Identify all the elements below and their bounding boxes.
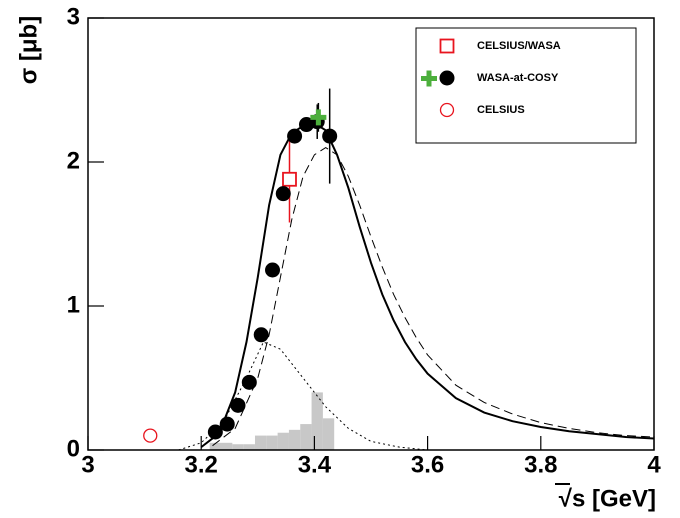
y-axis-label: σ [μb] <box>15 16 42 84</box>
histogram-bar <box>322 418 335 450</box>
legend-label: CELSIUS <box>477 104 525 116</box>
data-point <box>207 424 223 440</box>
histogram-bar <box>311 392 323 450</box>
data-point <box>282 171 297 187</box>
histogram-bar <box>266 435 278 450</box>
histogram-bar <box>209 442 222 450</box>
data-point <box>230 397 246 413</box>
x-axis-label: √s [GeV] <box>559 485 656 512</box>
legend-extra-cross <box>421 70 437 87</box>
legend-marker <box>439 70 455 86</box>
plot-frame <box>87 17 655 451</box>
histogram-bar <box>243 444 255 450</box>
histogram-bar <box>288 429 301 450</box>
data-point <box>253 327 269 343</box>
x-tick-label: 3.2 <box>185 451 218 478</box>
model-curve <box>200 122 655 448</box>
x-tick-label: 3.4 <box>298 451 332 478</box>
model-curve <box>212 147 655 447</box>
x-tick-label: 4 <box>647 451 661 478</box>
x-tick-label: 3.6 <box>411 451 444 478</box>
legend-marker <box>439 38 455 54</box>
x-tick-label: 3 <box>81 451 94 478</box>
legend-label: WASA-at-COSY <box>477 72 559 84</box>
data-point <box>219 416 235 432</box>
data-point <box>265 262 281 278</box>
data-point <box>275 186 291 202</box>
data-point <box>322 128 338 144</box>
model-curve <box>178 341 428 451</box>
y-tick-label: 1 <box>67 291 80 318</box>
data-point <box>287 128 303 144</box>
legend-label: CELSIUS/WASA <box>477 40 561 52</box>
histogram-bar <box>221 442 233 450</box>
legend-marker <box>439 102 455 118</box>
histogram-bar <box>254 435 267 450</box>
data-point <box>241 374 257 390</box>
x-tick-label: 3.8 <box>524 451 557 478</box>
legend-entry: CELSIUS/WASA <box>439 38 561 54</box>
histogram-bar <box>277 432 289 450</box>
data-point <box>143 428 158 443</box>
legend-entry: CELSIUS <box>439 102 525 118</box>
legend-entry: WASA-at-COSY <box>439 70 559 86</box>
y-tick-label: 0 <box>67 435 80 462</box>
data-point <box>310 109 327 126</box>
y-tick-label: 3 <box>67 3 80 30</box>
y-tick-label: 2 <box>67 147 80 174</box>
histogram-bar <box>232 444 244 450</box>
histogram-bar <box>300 424 312 450</box>
